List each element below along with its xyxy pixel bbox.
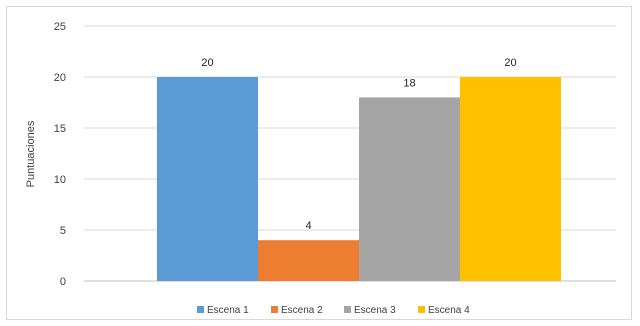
legend-item-label: Escena 1 <box>207 305 249 316</box>
legend-swatch <box>418 306 425 313</box>
legend: Escena 1 Escena 2 Escena 3 Escena 4 <box>197 305 470 316</box>
bar-escena-1 <box>157 77 258 281</box>
y-tick-label: 15 <box>54 123 66 135</box>
legend-swatch <box>344 306 351 313</box>
legend-item-label: Escena 4 <box>428 305 470 316</box>
data-label: 18 <box>403 77 415 89</box>
y-tick-label: 10 <box>54 174 66 186</box>
data-label: 20 <box>504 57 516 69</box>
data-label: 20 <box>201 57 213 69</box>
bar-escena-2 <box>258 240 359 281</box>
y-tick-label: 25 <box>54 21 66 33</box>
data-label: 4 <box>305 220 311 232</box>
y-tick-label: 5 <box>60 225 66 237</box>
y-tick-label: 20 <box>54 72 66 84</box>
bars <box>157 77 561 282</box>
legend-item-label: Escena 2 <box>281 305 323 316</box>
bar-escena-3 <box>359 97 460 282</box>
y-axis-label: Puntuaciones <box>25 120 37 187</box>
bar-escena-4 <box>460 77 561 281</box>
legend-item-label: Escena 3 <box>354 305 396 316</box>
legend-swatch <box>197 306 204 313</box>
data-labels: 20 4 18 20 <box>201 57 516 232</box>
y-tick-label: 0 <box>60 276 66 288</box>
legend-swatch <box>271 306 278 313</box>
y-axis-ticks: 0 5 10 15 20 25 <box>54 21 66 288</box>
